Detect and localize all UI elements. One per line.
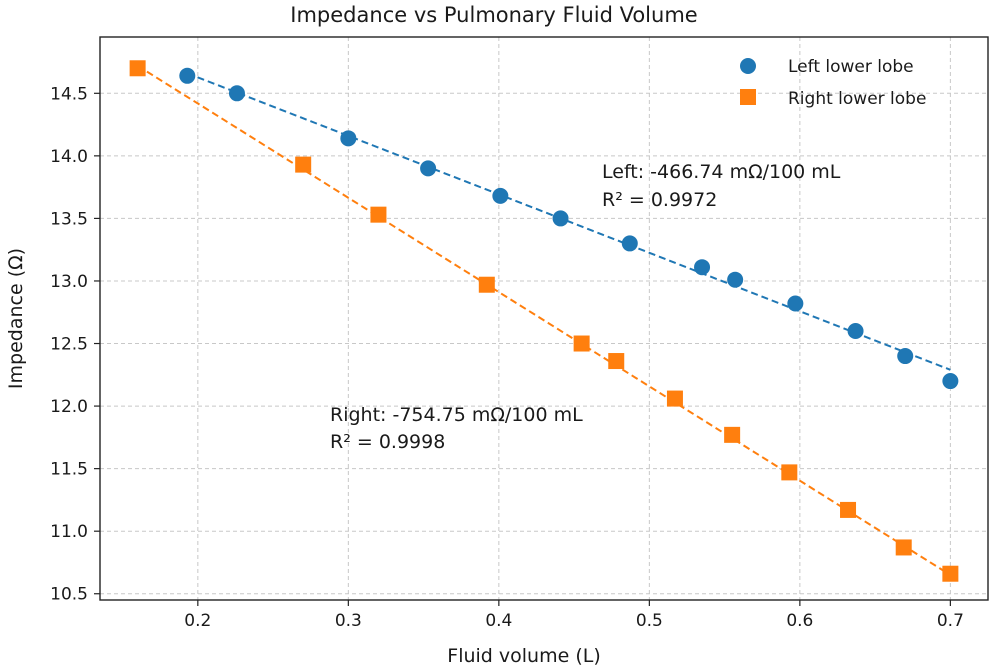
y-tick-label: 11.0	[50, 522, 88, 542]
x-tick-label: 0.5	[636, 611, 663, 631]
data-point-left-lower-lobe	[694, 259, 711, 276]
data-point-left-lower-lobe	[179, 67, 196, 84]
data-point-right-lower-lobe	[840, 501, 857, 518]
data-point-left-lower-lobe	[727, 271, 744, 288]
y-tick-label: 11.5	[50, 460, 88, 480]
legend-marker-right-lower-lobe	[740, 89, 756, 105]
data-markers	[129, 60, 959, 582]
data-point-left-lower-lobe	[787, 295, 804, 312]
x-tick-label: 0.2	[184, 611, 211, 631]
chart-title: Impedance vs Pulmonary Fluid Volume	[290, 3, 697, 27]
data-point-right-lower-lobe	[370, 206, 387, 223]
y-tick-label: 13.5	[50, 209, 88, 229]
data-point-left-lower-lobe	[420, 160, 437, 177]
data-point-left-lower-lobe	[340, 130, 357, 147]
y-tick-label: 10.5	[50, 585, 88, 605]
data-point-right-lower-lobe	[942, 565, 959, 582]
data-point-right-lower-lobe	[608, 353, 625, 370]
grid	[100, 37, 988, 600]
x-axis-label: Fluid volume (L)	[447, 645, 600, 667]
y-tick-label: 12.0	[50, 397, 88, 417]
fit-lines	[137, 64, 951, 576]
left-slope-annotation: Left: -466.74 mΩ/100 mL	[602, 161, 841, 183]
data-point-right-lower-lobe	[478, 276, 495, 293]
data-point-left-lower-lobe	[942, 373, 959, 390]
data-point-right-lower-lobe	[724, 426, 741, 443]
data-point-left-lower-lobe	[228, 85, 245, 102]
data-point-left-lower-lobe	[552, 210, 569, 227]
data-point-left-lower-lobe	[492, 187, 509, 204]
data-point-right-lower-lobe	[129, 60, 146, 77]
y-tick-label: 14.0	[50, 147, 88, 167]
data-point-right-lower-lobe	[781, 464, 798, 481]
right-r2-annotation: R² = 0.9998	[330, 431, 445, 453]
x-tick-label: 0.4	[485, 611, 512, 631]
y-tick-label: 13.0	[50, 272, 88, 292]
data-point-left-lower-lobe	[897, 348, 914, 365]
fit-line-left-lower-lobe	[186, 72, 951, 371]
fit-line-right-lower-lobe	[137, 64, 951, 576]
data-point-left-lower-lobe	[621, 235, 638, 252]
data-point-left-lower-lobe	[847, 323, 864, 340]
legend: Left lower lobe Right lower lobe	[740, 57, 926, 109]
legend-marker-left-lower-lobe	[740, 58, 756, 74]
left-r2-annotation: R² = 0.9972	[602, 189, 717, 211]
x-tick-label: 0.7	[937, 611, 964, 631]
plot-frame	[99, 36, 989, 601]
legend-label-left-lower-lobe: Left lower lobe	[788, 57, 914, 77]
data-point-right-lower-lobe	[666, 390, 683, 407]
right-slope-annotation: Right: -754.75 mΩ/100 mL	[330, 404, 583, 426]
legend-label-right-lower-lobe: Right lower lobe	[788, 89, 926, 109]
data-point-right-lower-lobe	[895, 539, 912, 556]
axis-ticks: 0.2 0.3 0.4 0.5 0.6 0.7 10.5 11.0 11.5 12.0 12.5 13…	[50, 84, 964, 631]
y-tick-label: 14.5	[50, 84, 88, 104]
y-tick-label: 12.5	[50, 335, 88, 355]
x-tick-label: 0.3	[335, 611, 362, 631]
data-point-right-lower-lobe	[295, 156, 312, 173]
data-point-right-lower-lobe	[573, 335, 590, 352]
y-axis-label: Impedance (Ω)	[5, 248, 27, 389]
annotations: Left: -466.74 mΩ/100 mL R² = 0.9972 Righ…	[330, 161, 841, 453]
x-tick-label: 0.6	[786, 611, 813, 631]
